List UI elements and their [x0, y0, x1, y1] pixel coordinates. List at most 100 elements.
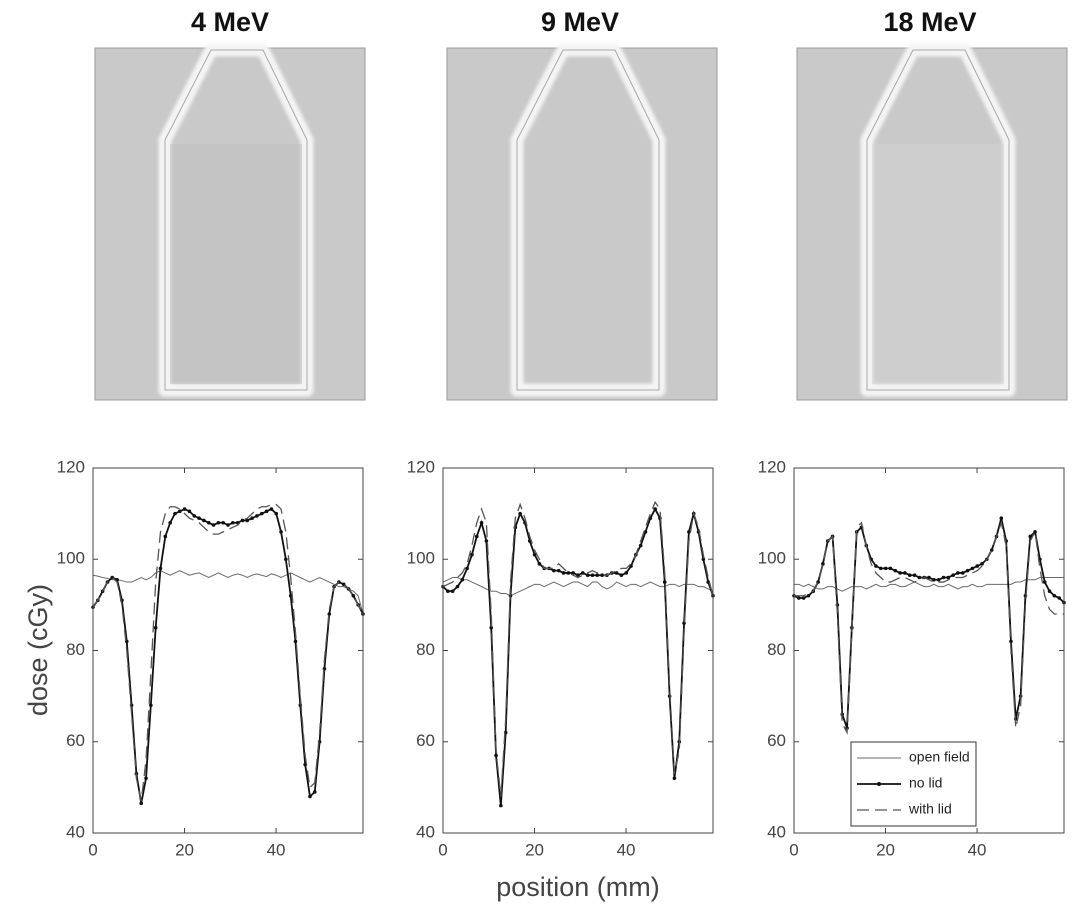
data-point	[821, 562, 825, 566]
data-point	[494, 753, 498, 758]
y-tick-label: 80	[767, 640, 786, 659]
data-point	[450, 589, 455, 593]
axes-frame	[793, 467, 1065, 834]
data-point	[917, 575, 922, 580]
film-image	[447, 48, 717, 400]
plot-area	[93, 468, 363, 833]
chart-title: 9 MeV	[541, 7, 619, 37]
data-point	[206, 520, 211, 525]
y-tick-label: 100	[57, 549, 85, 568]
x-tick-label: 0	[789, 840, 798, 859]
data-point	[455, 584, 460, 589]
data-point	[571, 571, 575, 575]
data-point	[975, 564, 980, 568]
data-point	[907, 573, 912, 578]
data-point	[672, 776, 677, 781]
data-point	[595, 573, 600, 578]
data-point	[327, 612, 332, 616]
data-point	[912, 573, 917, 578]
y-tick-label: 40	[416, 822, 435, 841]
y-tick-label: 40	[66, 822, 85, 841]
data-point	[499, 803, 503, 808]
data-point	[182, 507, 187, 511]
data-point	[259, 511, 264, 516]
data-point	[624, 571, 629, 575]
data-point	[576, 573, 580, 578]
data-point	[888, 566, 893, 571]
legend-label: open field	[909, 749, 970, 765]
data-point	[1009, 639, 1013, 644]
data-point	[470, 552, 474, 557]
data-point	[197, 516, 201, 520]
data-point	[479, 520, 484, 525]
data-point	[173, 511, 177, 516]
y-tick-label: 80	[66, 640, 85, 659]
data-point	[484, 539, 489, 543]
data-point	[168, 520, 172, 525]
data-point	[687, 530, 691, 534]
data-point	[932, 577, 936, 582]
x-tick-label: 0	[438, 840, 447, 859]
data-point	[965, 568, 970, 573]
legend-label: no lid	[909, 775, 942, 791]
chart-title: 18 MeV	[883, 7, 976, 37]
data-point	[1052, 593, 1057, 598]
data-point	[269, 507, 274, 511]
axes-frame	[442, 467, 714, 834]
data-point	[446, 589, 450, 593]
y-tick-label: 60	[767, 731, 786, 750]
data-point	[226, 523, 230, 527]
data-point	[177, 509, 182, 514]
data-point	[284, 557, 288, 562]
x-tick-label: 40	[617, 840, 636, 859]
data-point	[960, 571, 965, 575]
data-point	[202, 518, 206, 523]
data-point	[801, 596, 806, 600]
data-point	[245, 518, 250, 523]
data-point	[264, 509, 269, 514]
y-tick-label: 100	[758, 549, 786, 568]
axes-frame	[92, 467, 364, 834]
legend-marker	[877, 782, 881, 786]
data-line	[92, 503, 364, 802]
data-point	[980, 562, 984, 566]
data-point	[956, 571, 960, 575]
data-line	[442, 577, 714, 597]
data-point	[893, 568, 898, 573]
data-line	[794, 577, 1064, 592]
data-point	[231, 520, 235, 525]
data-point	[878, 566, 883, 571]
y-tick-label: 120	[407, 457, 435, 476]
data-point	[638, 543, 643, 548]
data-point	[970, 566, 975, 571]
data-point	[590, 573, 595, 578]
data-point	[941, 575, 946, 580]
data-point	[581, 571, 585, 575]
data-point	[1057, 596, 1061, 600]
x-tick-label: 20	[876, 840, 895, 859]
x-tick-label: 40	[968, 840, 987, 859]
data-point	[614, 571, 619, 575]
data-point	[351, 593, 356, 598]
data-point	[951, 573, 955, 578]
data-point	[927, 575, 931, 580]
x-tick-label: 0	[88, 840, 97, 859]
film-image	[95, 48, 365, 400]
y-tick-label: 120	[57, 457, 85, 476]
data-point	[806, 593, 811, 598]
legend-label: with lid	[908, 801, 952, 817]
data-point	[158, 566, 163, 571]
data-point	[946, 575, 951, 580]
data-point	[1028, 534, 1033, 539]
data-point	[1042, 580, 1047, 584]
data-point	[874, 564, 878, 568]
data-point	[312, 790, 317, 794]
data-point	[465, 566, 469, 571]
x-tick-label: 20	[525, 840, 544, 859]
data-point	[211, 523, 216, 527]
data-point	[1033, 530, 1037, 534]
y-axis-label: dose (cGy)	[23, 584, 53, 716]
data-point	[460, 577, 465, 582]
data-point	[240, 518, 245, 523]
film-image	[797, 48, 1067, 400]
